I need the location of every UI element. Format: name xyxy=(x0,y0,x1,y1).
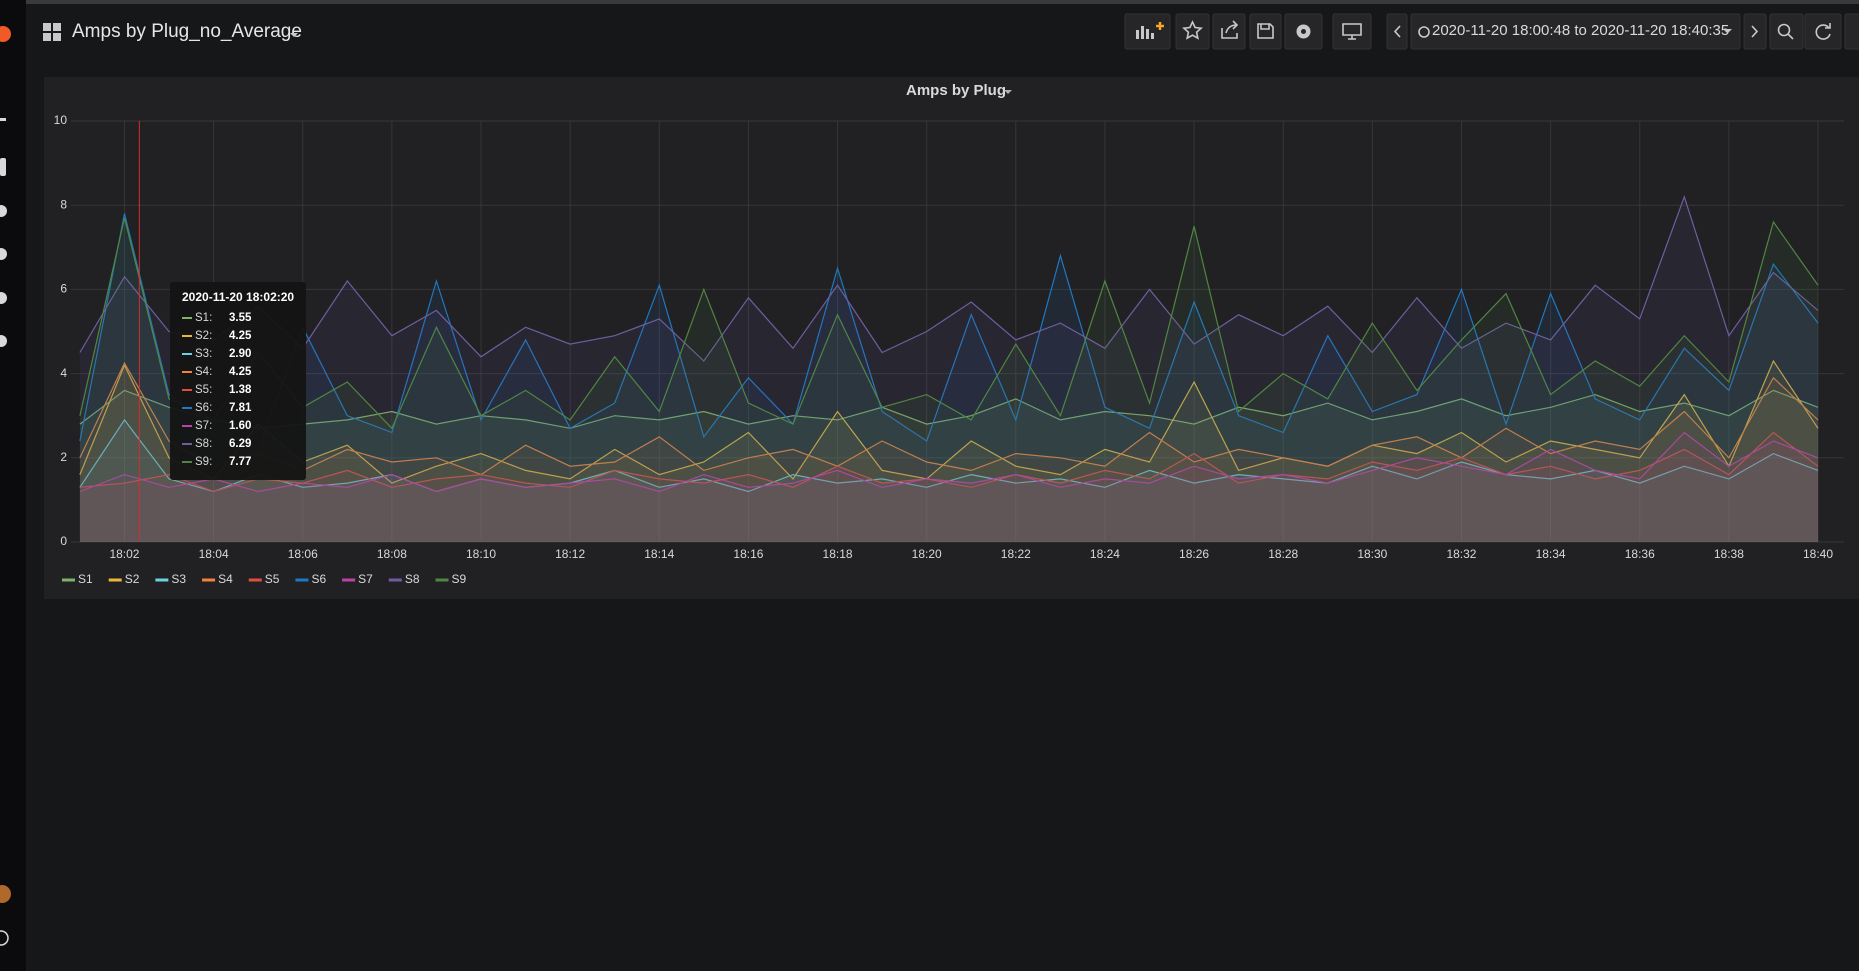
tooltip-value: 4.25 xyxy=(229,366,252,378)
tooltip-value: 3.55 xyxy=(229,312,252,324)
x-tick-label: 18:32 xyxy=(1446,547,1476,561)
time-back-button[interactable] xyxy=(1387,14,1407,49)
grid-icon xyxy=(43,33,51,41)
sidebar xyxy=(0,0,26,971)
gear-hole xyxy=(1301,29,1306,34)
refresh-interval-button[interactable] xyxy=(1845,14,1859,49)
create-icon[interactable] xyxy=(0,118,6,121)
x-tick-label: 18:26 xyxy=(1179,547,1209,561)
legend-label: S2 xyxy=(125,572,140,586)
x-tick-label: 18:10 xyxy=(466,547,496,561)
legend-label: S8 xyxy=(405,572,420,586)
y-tick-label: 8 xyxy=(60,197,67,211)
tooltip-label: S7: xyxy=(195,420,212,432)
dashboards-icon[interactable] xyxy=(0,158,6,176)
y-tick-label: 0 xyxy=(60,534,67,548)
toolbar: 2020-11-20 18:00:48 to 2020-11-20 18:40:… xyxy=(1125,14,1859,49)
tooltip-value: 2.90 xyxy=(229,348,251,360)
tv-mode-button[interactable] xyxy=(1333,14,1371,49)
legend-label: S4 xyxy=(218,572,233,586)
star-button[interactable] xyxy=(1176,14,1209,49)
x-tick-label: 18:28 xyxy=(1268,547,1298,561)
x-tick-label: 18:06 xyxy=(288,547,318,561)
tooltip-value: 4.25 xyxy=(229,330,252,342)
legend-label: S6 xyxy=(311,572,326,586)
tooltip-value: 7.81 xyxy=(229,402,252,414)
tooltip-label: S6: xyxy=(195,402,212,414)
x-tick-label: 18:04 xyxy=(199,547,229,561)
grid-icon xyxy=(43,23,51,31)
y-tick-label: 6 xyxy=(60,282,67,296)
tooltip-value: 1.38 xyxy=(229,384,252,396)
tooltip-label: S1: xyxy=(195,312,212,324)
tooltip-value: 1.60 xyxy=(229,420,251,432)
x-tick-label: 18:08 xyxy=(377,547,407,561)
grid-icon xyxy=(53,23,61,31)
legend-label: S9 xyxy=(452,572,467,586)
x-tick-label: 18:24 xyxy=(1090,547,1120,561)
time-range[interactable]: 2020-11-20 18:00:48 to 2020-11-20 18:40:… xyxy=(1432,22,1729,39)
x-tick-label: 18:02 xyxy=(109,547,139,561)
tooltip-label: S4: xyxy=(195,366,212,378)
tooltip-label: S5: xyxy=(195,384,212,396)
tooltip-value: 6.29 xyxy=(229,438,251,450)
save-button[interactable] xyxy=(1250,14,1281,49)
x-tick-label: 18:34 xyxy=(1536,547,1566,561)
x-tick-label: 18:20 xyxy=(912,547,942,561)
x-tick-label: 18:40 xyxy=(1803,547,1833,561)
y-tick-label: 2 xyxy=(60,450,67,464)
dashboard-title-group[interactable]: Amps by Plug_no_Average xyxy=(43,21,302,42)
tooltip-value: 7.77 xyxy=(229,456,251,468)
dashboard-title[interactable]: Amps by Plug_no_Average xyxy=(72,21,302,42)
x-tick-label: 18:16 xyxy=(733,547,763,561)
legend-label: S5 xyxy=(265,572,280,586)
top-strip xyxy=(0,0,1859,4)
refresh-button[interactable] xyxy=(1805,14,1841,49)
y-tick-label: 4 xyxy=(60,366,67,380)
x-tick-label: 18:36 xyxy=(1625,547,1655,561)
time-forward-button[interactable] xyxy=(1744,14,1766,49)
x-tick-label: 18:38 xyxy=(1714,547,1744,561)
x-tick-label: 18:12 xyxy=(555,547,585,561)
tooltip-time: 2020-11-20 18:02:20 xyxy=(182,290,294,304)
legend-label: S7 xyxy=(358,572,373,586)
tooltip-label: S8: xyxy=(195,438,212,450)
tooltip-label: S3: xyxy=(195,348,212,360)
tooltip-label: S2: xyxy=(195,330,212,342)
tooltip-label: S9: xyxy=(195,456,212,468)
y-tick-label: 10 xyxy=(54,113,68,127)
legend-label: S3 xyxy=(171,572,186,586)
x-tick-label: 18:14 xyxy=(644,547,674,561)
panel-title[interactable]: Amps by Plug xyxy=(906,82,1006,99)
grid-icon xyxy=(53,33,61,41)
legend-label: S1 xyxy=(78,572,93,586)
x-tick-label: 18:22 xyxy=(1001,547,1031,561)
share-button[interactable] xyxy=(1213,14,1245,49)
zoom-out-button[interactable] xyxy=(1770,14,1803,49)
x-tick-label: 18:18 xyxy=(823,547,853,561)
x-tick-label: 18:30 xyxy=(1357,547,1387,561)
